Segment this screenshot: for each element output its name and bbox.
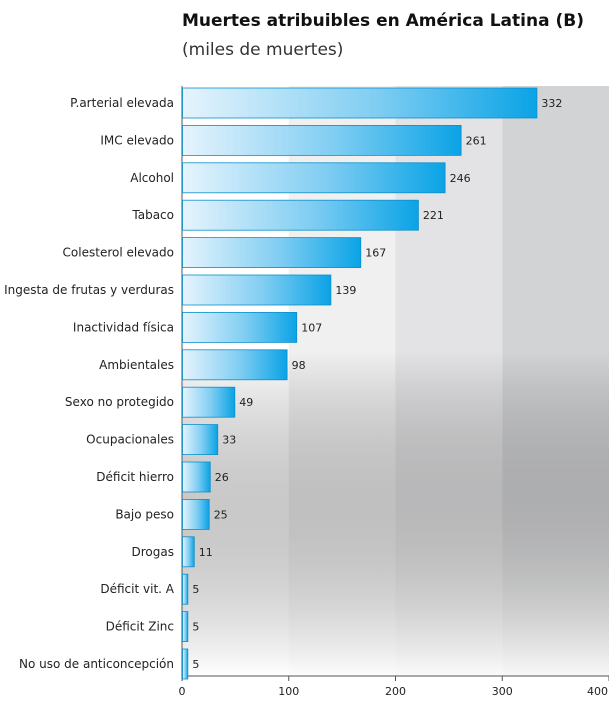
value-label: 332 xyxy=(541,97,562,110)
category-label: Déficit hierro xyxy=(96,470,174,484)
bar xyxy=(182,274,332,306)
value-label: 261 xyxy=(466,134,487,147)
bar xyxy=(182,87,538,119)
bar xyxy=(182,162,446,194)
value-label: 49 xyxy=(239,396,253,409)
band-fade xyxy=(182,351,609,676)
value-label: 11 xyxy=(199,546,213,559)
bar xyxy=(182,648,189,680)
category-label: Ocupacionales xyxy=(86,433,174,447)
category-label: Sexo no protegido xyxy=(65,395,174,409)
bar xyxy=(182,424,219,456)
bar xyxy=(182,386,236,418)
x-tick-label: 300 xyxy=(492,685,513,698)
value-label: 139 xyxy=(335,284,356,297)
x-tick-label: 200 xyxy=(385,685,406,698)
bar xyxy=(182,237,362,269)
category-label: Alcohol xyxy=(130,171,174,185)
bar xyxy=(182,199,419,231)
chart-subtitle: (miles de muertes) xyxy=(182,40,344,60)
category-label: IMC elevado xyxy=(100,133,174,147)
x-tick-label: 400 xyxy=(587,685,608,698)
bar xyxy=(182,349,288,381)
category-label: P.arterial elevada xyxy=(70,96,174,110)
value-label: 246 xyxy=(450,172,471,185)
chart-title: Muertes atribuibles en América Latina (B… xyxy=(182,11,584,31)
category-label: No uso de anticoncepción xyxy=(19,657,174,671)
category-label: Inactividad física xyxy=(73,320,174,334)
category-label: Déficit vit. A xyxy=(100,582,174,596)
value-label: 25 xyxy=(214,508,228,521)
value-label: 5 xyxy=(192,583,199,596)
value-label: 107 xyxy=(301,321,322,334)
value-label: 167 xyxy=(365,247,386,260)
value-label: 5 xyxy=(192,621,199,634)
category-label: Déficit Zinc xyxy=(106,620,174,634)
category-label: Bajo peso xyxy=(115,507,174,521)
bar xyxy=(182,125,462,156)
bar xyxy=(182,573,189,605)
value-label: 98 xyxy=(292,359,306,372)
value-label: 26 xyxy=(215,471,229,484)
category-label: Drogas xyxy=(132,545,174,559)
x-tick-label: 100 xyxy=(278,685,299,698)
bar xyxy=(182,461,211,493)
x-tick-label: 0 xyxy=(179,685,186,698)
category-label: Tabaco xyxy=(131,208,174,222)
bar xyxy=(182,611,189,642)
category-label: Colesterol elevado xyxy=(63,246,174,260)
bar xyxy=(182,536,195,568)
bar xyxy=(182,311,298,343)
category-label: Ambientales xyxy=(99,358,174,372)
value-label: 33 xyxy=(222,434,236,447)
value-label: 5 xyxy=(192,658,199,671)
value-label: 221 xyxy=(423,209,444,222)
bar xyxy=(182,498,210,530)
category-label: Ingesta de frutas y verduras xyxy=(4,283,174,297)
